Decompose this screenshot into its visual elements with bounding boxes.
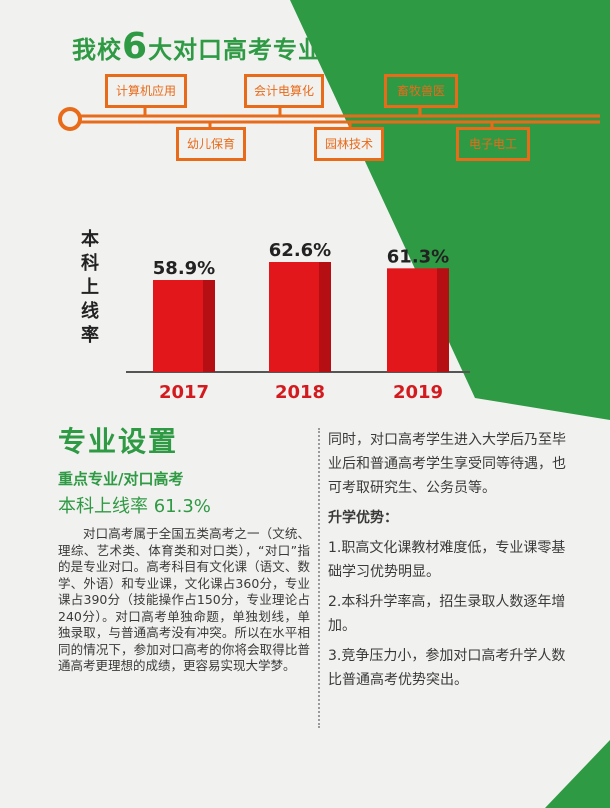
right-intro: 同时，对口高考学生进入大学后乃至毕业后和普通高考学生享受同等待遇，也可考取研究生… bbox=[328, 432, 566, 496]
major-box-electronics: 电子电工 bbox=[456, 127, 530, 161]
advantage-item-2: 2.本科升学率高，招生录取人数逐年增加。 bbox=[328, 594, 566, 634]
advantage-item-1: 1.职高文化课教材难度低，专业课零基础学习优势明显。 bbox=[328, 540, 566, 580]
chart-y-label: 本科上线率 bbox=[81, 229, 99, 346]
major-box-computer: 计算机应用 bbox=[105, 74, 187, 108]
page-title: 我校6大对口高考专业分类图 bbox=[72, 26, 399, 67]
major-track bbox=[58, 106, 600, 131]
x-tick-label: 2018 bbox=[275, 382, 325, 403]
section-rate-line: 本科上线率 61.3% bbox=[58, 496, 211, 517]
major-box-veterinary: 畜牧兽医 bbox=[384, 74, 458, 108]
major-box-childcare: 幼儿保育 bbox=[176, 127, 246, 161]
bar-value-label: 61.3% bbox=[387, 246, 449, 267]
section-title: 专业设置 bbox=[58, 425, 179, 458]
major-box-landscape: 园林技术 bbox=[314, 127, 384, 161]
column-divider bbox=[318, 428, 320, 728]
bar-shade-2017 bbox=[203, 280, 215, 372]
x-tick-label: 2017 bbox=[159, 382, 209, 403]
advantage-heading: 升学优势： bbox=[328, 510, 398, 526]
right-column: 同时，对口高考学生进入大学后乃至毕业后和普通高考学生享受同等待遇，也可考取研究生… bbox=[328, 428, 578, 698]
bar-chart: 58.9% 2017 62.6% 2018 61.3% 2019 bbox=[126, 240, 470, 403]
bar-shade-2019 bbox=[437, 268, 449, 372]
x-tick-label: 2019 bbox=[393, 382, 443, 403]
section-paragraph: 对口高考属于全国五类高考之一（文统、理综、艺术类、体育类和对口类），“对口”指的… bbox=[58, 526, 310, 673]
bar-shade-2018 bbox=[319, 262, 331, 372]
advantage-item-3: 3.竞争压力小，参加对口高考升学人数比普通高考优势突出。 bbox=[328, 648, 566, 688]
section-subtitle: 重点专业/对口高考 bbox=[58, 470, 184, 488]
bar-value-label: 58.9% bbox=[153, 258, 215, 279]
major-box-accounting: 会计电算化 bbox=[244, 74, 324, 108]
bar-value-label: 62.6% bbox=[269, 240, 331, 261]
